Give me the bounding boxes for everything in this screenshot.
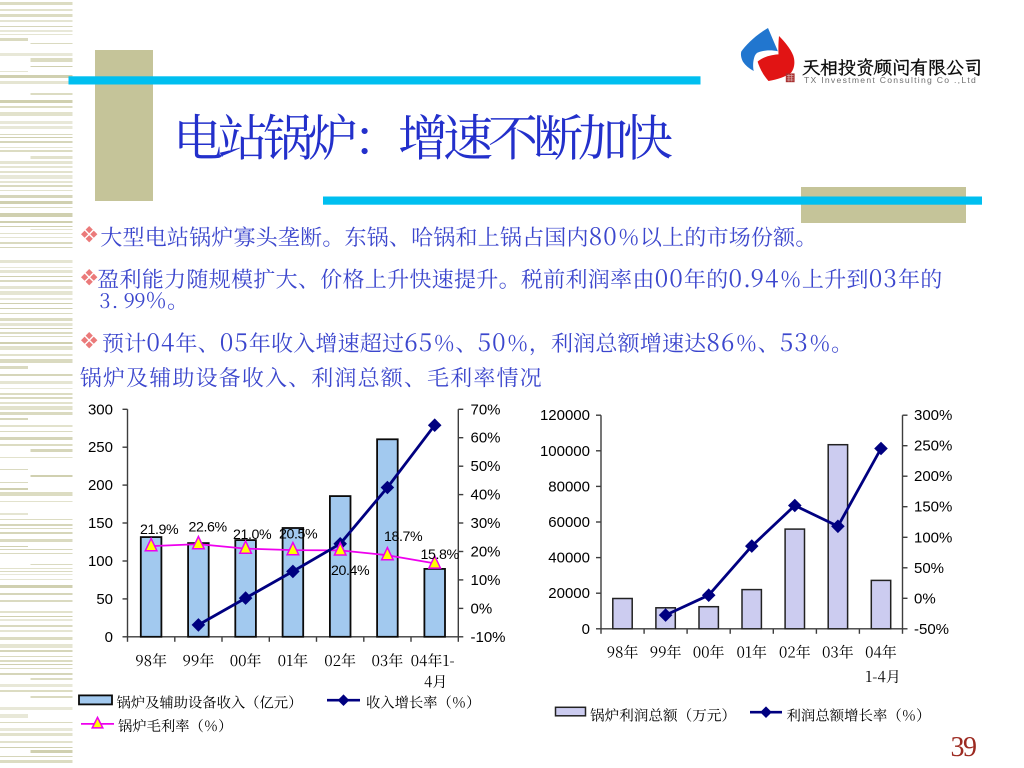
svg-text:15.8%: 15.8% [421,547,460,563]
svg-text:50%: 50% [914,560,944,577]
svg-text:250%: 250% [914,438,952,455]
svg-text:200: 200 [88,477,113,494]
svg-text:0%: 0% [471,600,493,617]
svg-text:0: 0 [105,629,113,646]
svg-text:21.9%: 21.9% [140,522,179,538]
svg-text:200%: 200% [914,468,952,485]
svg-text:10%: 10% [471,572,501,589]
svg-text:TX Investment Consulting Co .,: TX Investment Consulting Co .,Ltd [804,75,977,85]
svg-text:22.6%: 22.6% [189,520,228,536]
svg-text:40000: 40000 [548,550,590,567]
svg-text:50%: 50% [471,458,501,475]
svg-text:40%: 40% [471,487,501,504]
svg-text:60000: 60000 [548,514,590,531]
svg-text:250: 250 [88,439,113,456]
svg-text:-10%: -10% [471,629,506,646]
svg-text:39: 39 [951,732,977,763]
svg-text:20.5%: 20.5% [279,527,318,543]
svg-text:20000: 20000 [548,585,590,602]
svg-text:70%: 70% [471,401,501,418]
svg-text:20.4%: 20.4% [331,563,370,579]
svg-text:-50%: -50% [914,621,949,638]
svg-text:300%: 300% [914,407,952,424]
svg-text:100000: 100000 [540,443,590,460]
svg-text:100%: 100% [914,529,952,546]
svg-text:150%: 150% [914,499,952,516]
svg-text:60%: 60% [471,430,501,447]
svg-text:300: 300 [88,401,113,418]
svg-text:120000: 120000 [540,407,590,424]
svg-text:80000: 80000 [548,478,590,495]
svg-text:20%: 20% [471,543,501,560]
svg-text:50: 50 [96,591,113,608]
svg-text:100: 100 [88,553,113,570]
svg-text:30%: 30% [471,515,501,532]
svg-text:18.7%: 18.7% [384,529,423,545]
svg-text:21.0%: 21.0% [233,527,272,543]
svg-text:0: 0 [582,621,590,638]
svg-text:150: 150 [88,515,113,532]
svg-text:0%: 0% [914,590,936,607]
